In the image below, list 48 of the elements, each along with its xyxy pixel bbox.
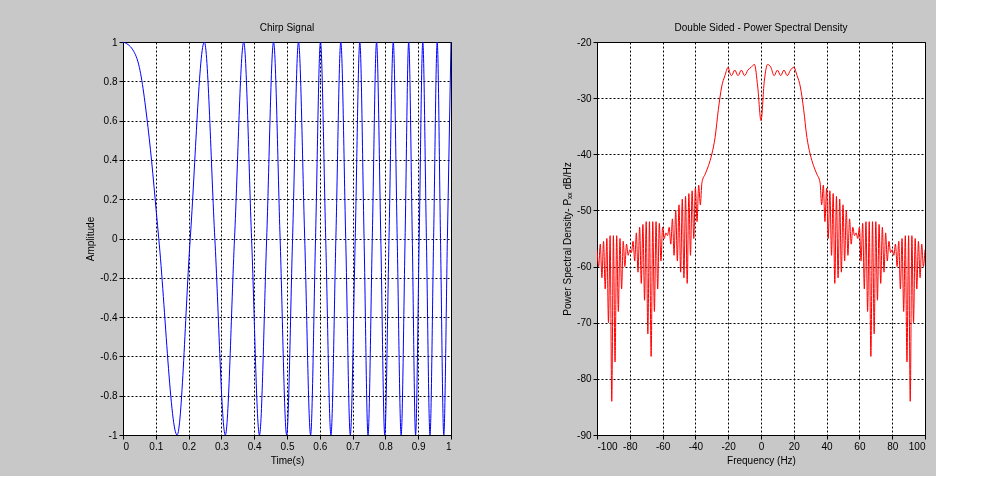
- y-tick-label: 0.2: [103, 193, 118, 205]
- chart-title: Chirp Signal: [259, 22, 315, 33]
- x-tick-label: 0: [123, 440, 130, 452]
- y-tick-label: 0.4: [103, 154, 118, 166]
- y-tick-label: -30: [577, 92, 592, 104]
- x-tick-label: 0.2: [182, 440, 197, 452]
- y-tick-label: -0.8: [100, 390, 118, 402]
- y-tick-label: -90: [577, 429, 592, 441]
- x-tick-label: 80: [887, 440, 899, 452]
- x-axis-title: Time(s): [270, 454, 305, 466]
- x-tick-label: 0.8: [378, 440, 394, 452]
- y-tick-label: -0.4: [100, 311, 118, 323]
- y-tick-label: -50: [577, 204, 592, 216]
- x-tick-label: -40: [688, 440, 704, 452]
- chart-title: Double Sided - Power Spectral Density: [674, 22, 848, 33]
- line-series: [597, 63, 925, 402]
- x-tick-label: 0.1: [149, 440, 164, 452]
- x-tick-label: 20: [788, 440, 801, 452]
- y-tick-label: -1: [108, 429, 118, 441]
- x-tick-label: -80: [623, 440, 638, 452]
- x-tick-label: 0.7: [346, 440, 361, 452]
- x-tick-label: -100: [597, 440, 618, 452]
- y-axis-title: Amplitude: [85, 216, 97, 262]
- x-tick-label: 0: [758, 440, 765, 452]
- y-axis-title: Power Spectral Density- Pₓₓ dB/Hz: [562, 162, 574, 316]
- x-tick-label: 60: [854, 440, 866, 452]
- y-tick-label: 0.6: [103, 115, 118, 127]
- y-tick-label: -0.6: [100, 350, 118, 362]
- x-tick-label: 1: [445, 440, 452, 452]
- x-tick-label: 0.5: [280, 440, 295, 452]
- x-tick-label: -20: [721, 440, 737, 452]
- y-tick-label: -60: [577, 261, 592, 273]
- y-tick-label: -40: [577, 148, 592, 160]
- y-tick-label: -80: [577, 373, 592, 385]
- x-tick-label: 40: [821, 440, 834, 452]
- y-tick-label: -20: [577, 36, 592, 48]
- y-tick-label: -0.2: [100, 272, 118, 284]
- x-tick-label: 0.4: [247, 440, 263, 452]
- y-tick-label: 0: [111, 233, 118, 244]
- x-tick-label: -60: [655, 440, 671, 452]
- y-tick-label: -70: [577, 317, 592, 329]
- x-tick-label: 0.3: [214, 440, 230, 452]
- x-tick-label: 0.6: [313, 440, 328, 452]
- x-tick-label: 0.9: [411, 440, 427, 452]
- y-tick-label: 0.8: [103, 75, 118, 87]
- y-tick-label: 1: [111, 36, 118, 48]
- x-axis-title: Frequency (Hz): [727, 454, 796, 466]
- x-tick-label: 100: [908, 440, 926, 452]
